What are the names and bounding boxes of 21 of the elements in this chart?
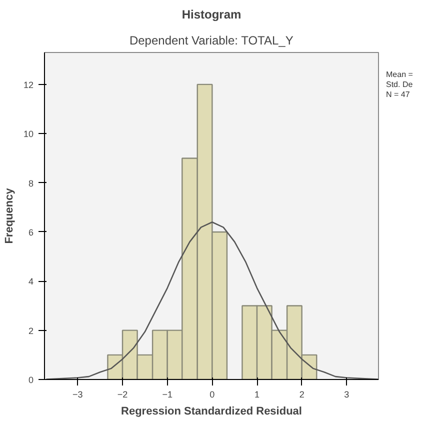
y-axis-title: Frequency bbox=[3, 187, 16, 244]
y-tick-label: 4 bbox=[28, 276, 34, 287]
y-tick-label: 0 bbox=[28, 375, 34, 385]
y-tick-label: 10 bbox=[23, 129, 34, 140]
y-tick-label: 6 bbox=[28, 227, 34, 238]
y-tick-label: 12 bbox=[23, 80, 34, 90]
text: Std. De bbox=[386, 80, 413, 89]
x-tick-label: 1 bbox=[254, 390, 260, 400]
x-tick-label: −1 bbox=[162, 390, 172, 400]
x-tick-label: 3 bbox=[344, 390, 350, 400]
x-tick-label: −3 bbox=[72, 390, 83, 400]
chart-subtitle: Dependent Variable: TOTAL_Y bbox=[129, 34, 294, 48]
x-tick-label: 2 bbox=[299, 390, 304, 400]
x-tick-label: −2 bbox=[117, 390, 128, 400]
chart-title: Histogram bbox=[182, 8, 242, 22]
text: Mean = bbox=[386, 70, 413, 79]
y-tick-label: 8 bbox=[28, 178, 34, 188]
x-axis-title: Regression Standardized Residual bbox=[121, 406, 302, 418]
y-tick-label: 2 bbox=[28, 326, 34, 336]
text: N = 47 bbox=[386, 90, 410, 99]
x-tick-label: 0 bbox=[210, 390, 215, 400]
